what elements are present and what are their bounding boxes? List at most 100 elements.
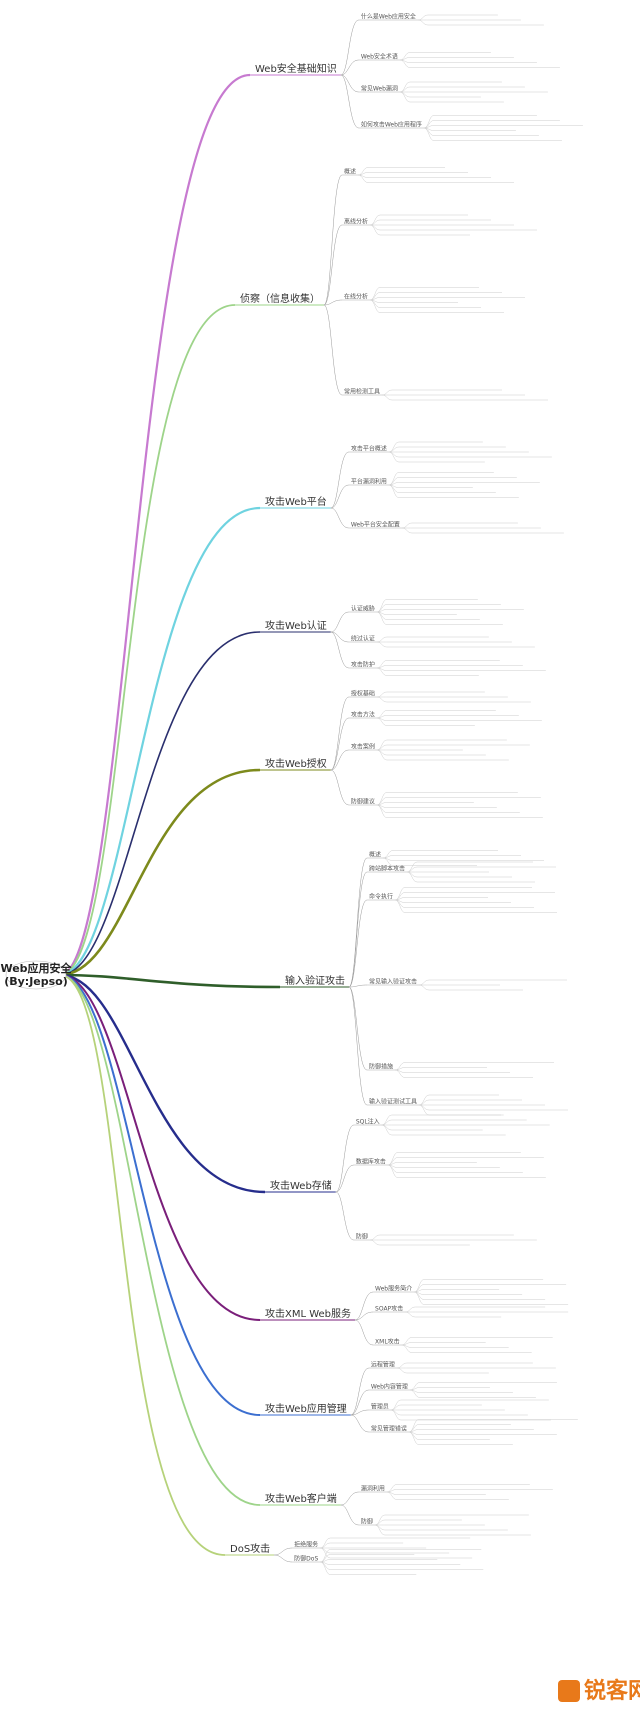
child-connector xyxy=(348,986,368,1106)
child-connector xyxy=(340,19,359,76)
leaf-line xyxy=(381,1124,506,1136)
child-label: 防御 xyxy=(361,1518,373,1526)
child-label: 管理员 xyxy=(371,1403,389,1411)
branch-label: DoS攻击 xyxy=(230,1542,270,1555)
leaf-line xyxy=(376,611,503,625)
child-label: 常见输入验证攻击 xyxy=(369,978,417,986)
child-connector xyxy=(350,1367,369,1416)
child-label: 在线分析 xyxy=(344,293,368,301)
child-connector xyxy=(348,986,368,1071)
leaf-line xyxy=(399,59,560,68)
leaf-line xyxy=(357,174,515,183)
child-connector xyxy=(354,1319,374,1346)
child-connector xyxy=(323,224,343,306)
watermark-text: 锐客网 xyxy=(584,1678,640,1704)
branch-label: 攻击XML Web服务 xyxy=(265,1307,351,1320)
leaf-line xyxy=(388,451,485,463)
leaf-line xyxy=(376,804,543,818)
leaf-line xyxy=(376,696,531,703)
child-label: 平台漏洞利用 xyxy=(351,478,387,486)
child-label: Web安全术语 xyxy=(361,53,398,61)
child-label: 命令执行 xyxy=(369,893,393,901)
leaf-line xyxy=(320,1561,417,1575)
child-label: 攻击案例 xyxy=(351,743,375,751)
child-label: 漏洞利用 xyxy=(361,1485,385,1493)
branch-label: 攻击Web应用管理 xyxy=(265,1402,347,1415)
child-connector xyxy=(330,717,349,771)
leaf-line xyxy=(396,1367,489,1374)
child-connector xyxy=(330,484,349,509)
leaf-line xyxy=(417,19,544,26)
child-connector xyxy=(355,1311,374,1321)
watermark: 锐客网 xyxy=(558,1678,640,1704)
branch-connector xyxy=(59,631,261,976)
leaf-line xyxy=(414,1291,569,1305)
child-label: 防御措施 xyxy=(369,1063,393,1071)
child-label: 如何攻击Web应用程序 xyxy=(361,121,422,129)
child-connector xyxy=(340,74,359,93)
branch-label: 输入验证攻击 xyxy=(285,974,345,987)
branch-label: 攻击Web授权 xyxy=(265,757,327,770)
leaf-line xyxy=(382,857,478,866)
leaf-line xyxy=(320,1547,473,1559)
leaf-line xyxy=(423,127,562,141)
child-connector xyxy=(348,984,368,988)
child-connector xyxy=(350,1389,369,1416)
child-connector xyxy=(330,507,349,529)
leaf-line xyxy=(405,1311,502,1318)
child-connector xyxy=(340,59,359,76)
child-label: 跨站脚本攻击 xyxy=(369,865,405,873)
leaf-line xyxy=(408,1431,513,1445)
leaf-line xyxy=(409,1389,536,1398)
branch-connector xyxy=(59,974,261,1321)
child-label: 防御建议 xyxy=(351,798,375,806)
child-connector xyxy=(330,696,349,771)
child-label: 防御DoS xyxy=(294,1555,318,1563)
leaf-line xyxy=(381,394,549,401)
child-connector xyxy=(348,857,368,988)
child-label: 攻击平台概述 xyxy=(351,445,387,453)
child-label: Web平台安全配置 xyxy=(351,521,400,529)
leaf-line xyxy=(369,1239,470,1246)
child-label: 绕过认证 xyxy=(351,635,375,643)
child-connector xyxy=(330,631,349,643)
child-connector xyxy=(330,451,349,509)
child-connector xyxy=(348,899,368,988)
child-connector xyxy=(323,299,343,306)
leaf-line xyxy=(388,484,519,498)
branch-connector xyxy=(59,506,261,977)
child-connector xyxy=(354,1291,374,1321)
child-connector xyxy=(335,1191,354,1241)
child-label: SOAP攻击 xyxy=(375,1305,403,1313)
branch-label: 侦察（信息收集） xyxy=(240,292,320,305)
child-label: 常见Web漏洞 xyxy=(361,85,398,93)
child-label: 攻击防护 xyxy=(351,661,375,669)
child-label: XML攻击 xyxy=(375,1338,400,1346)
branch-connector xyxy=(59,768,261,977)
child-label: Web内容管理 xyxy=(371,1383,408,1391)
child-connector xyxy=(350,1409,369,1416)
branch-connector xyxy=(59,974,261,1416)
leaf-line xyxy=(390,1409,551,1421)
child-connector xyxy=(335,1164,354,1193)
leaf-line xyxy=(394,1069,534,1078)
root-author: (By:Jepso) xyxy=(4,975,68,988)
child-connector xyxy=(330,611,349,633)
branch-label: 攻击Web客户端 xyxy=(265,1492,337,1505)
child-connector xyxy=(274,1554,293,1563)
leaf-line xyxy=(376,641,535,648)
child-label: 什么是Web应用安全 xyxy=(361,13,416,21)
child-connector xyxy=(323,174,343,306)
branch-connector xyxy=(59,973,266,1194)
child-label: 常用检测工具 xyxy=(344,388,380,396)
leaf-line xyxy=(369,299,505,313)
root-title: Web应用安全 xyxy=(0,961,72,975)
